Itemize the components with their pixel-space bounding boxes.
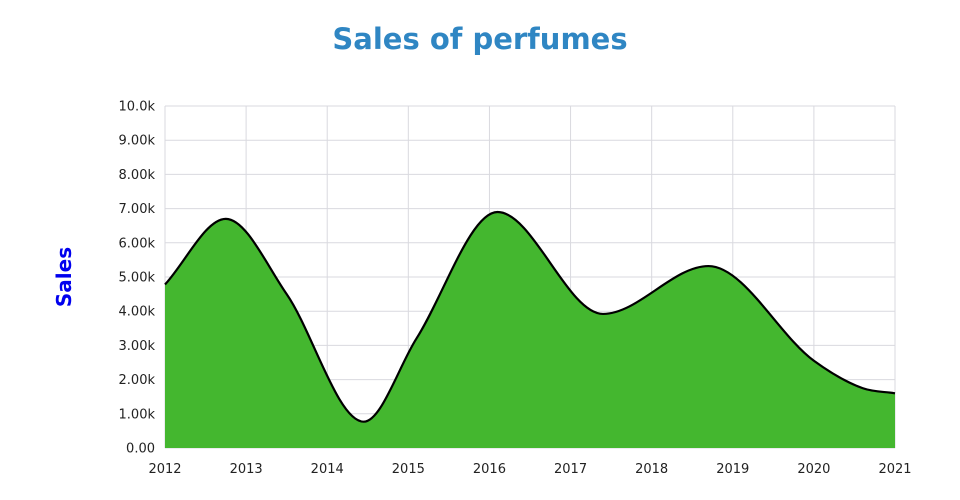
sales-area — [165, 212, 895, 448]
chart-title: Sales of perfumes — [332, 22, 628, 56]
y-tick-label: 0.00 — [126, 442, 155, 457]
x-tick-label: 2015 — [392, 462, 425, 477]
y-tick-label: 8.00k — [119, 168, 156, 183]
y-tick-label: 7.00k — [119, 202, 156, 217]
x-tick-label: 2021 — [878, 462, 911, 477]
x-tick-label: 2012 — [148, 462, 181, 477]
y-tick-label: 2.00k — [119, 373, 156, 388]
y-tick-labels: 0.00 1.00k 2.00k 3.00k 4.00k 5.00k 6.00k 7.00k 8… — [119, 100, 156, 457]
y-tick-label: 10.0k — [119, 100, 156, 115]
x-tick-label: 2019 — [716, 462, 749, 477]
y-tick-label: 6.00k — [119, 236, 156, 251]
x-tick-label: 2018 — [635, 462, 668, 477]
x-tick-label: 2013 — [230, 462, 263, 477]
y-tick-label: 4.00k — [119, 305, 156, 320]
x-tick-label: 2016 — [473, 462, 506, 477]
sales-line — [164, 210, 896, 423]
y-tick-label: 5.00k — [119, 271, 156, 286]
y-tick-label: 1.00k — [119, 407, 156, 422]
x-tick-label: 2017 — [554, 462, 587, 477]
y-tick-label: 9.00k — [119, 134, 156, 149]
x-tick-labels: 2012 2013 2014 2015 2016 2017 2018 2019 2020 2021 — [148, 462, 911, 477]
x-tick-label: 2014 — [311, 462, 344, 477]
x-tick-label: 2020 — [797, 462, 830, 477]
y-tick-label: 3.00k — [119, 339, 156, 354]
